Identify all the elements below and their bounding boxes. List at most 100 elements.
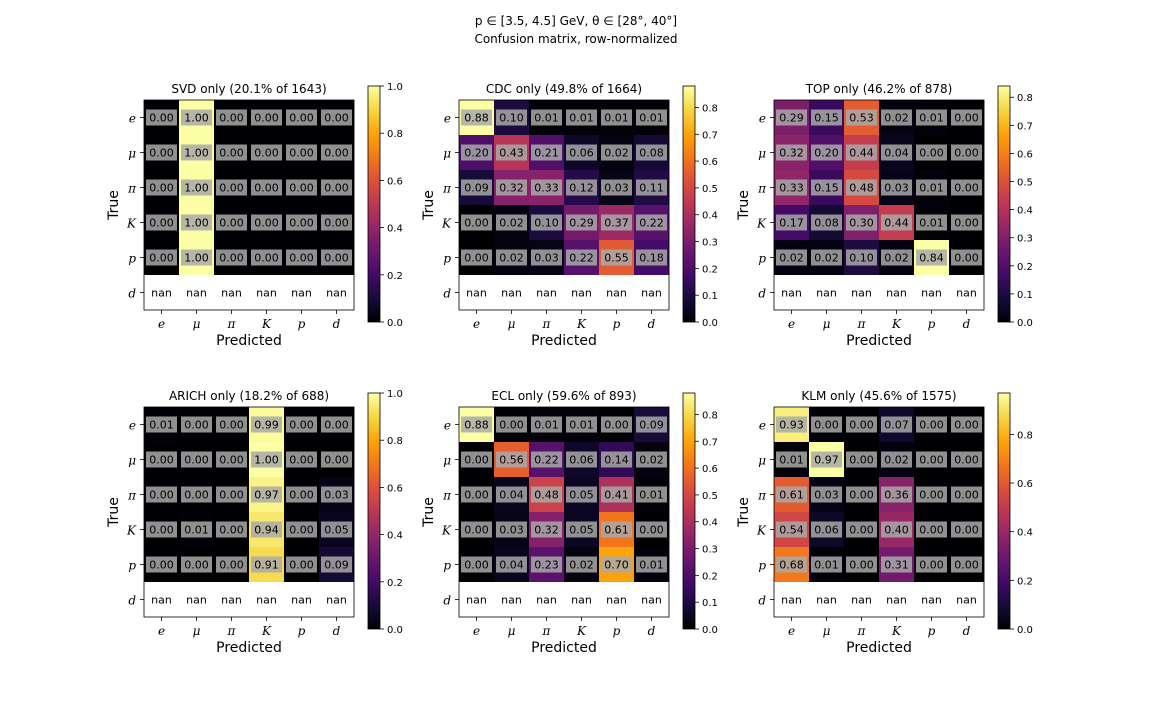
cell-nan-label: nan [221,594,242,607]
cell-value-label: 0.03 [814,489,839,502]
cell-value-label: 0.00 [954,489,979,502]
cell-label-box [846,214,877,231]
y-tick-label: μ [758,147,766,161]
heatmap-cell [284,582,320,618]
colorbar-tick-label: 0.1 [702,598,718,609]
cell-value-label: 0.03 [499,524,524,537]
heatmap-frame [773,406,985,618]
cell-value-label: 0.00 [289,147,314,160]
cell-value-label: 0.43 [499,147,524,160]
cell-label-box [321,416,352,433]
cell-label-box [531,556,562,573]
cell-value-label: 1.00 [254,454,279,467]
heatmap-cell [774,275,810,311]
cell-label-box [286,249,317,266]
cell-value-label: 0.00 [149,147,174,160]
y-tick-label: e [129,112,136,126]
cell-label-box [636,556,667,573]
cell-value-label: 0.56 [499,454,524,467]
cell-label-box [286,109,317,126]
heatmap-cell [319,582,355,618]
cell-label-box [776,486,807,503]
cell-label-box [776,416,807,433]
cell-label-box [601,249,632,266]
cell-nan-label: nan [781,287,802,300]
heatmap-cell [459,582,495,618]
cell-label-box [181,179,212,196]
cell-nan-label: nan [291,287,312,300]
cell-label-box [251,556,282,573]
colorbar-tick-label: 0.3 [1017,234,1033,245]
cell-value-label: 1.00 [184,112,209,125]
cell-value-label: 0.01 [919,112,944,125]
cell-label-box [496,416,527,433]
x-tick-label: d [333,624,341,638]
cell-value-label: 0.02 [499,217,524,230]
cell-label-box [496,486,527,503]
cell-label-box [286,521,317,538]
cell-value-label: 0.08 [814,217,839,230]
x-tick-label: d [963,624,971,638]
colorbar [682,392,696,630]
cell-label-box [216,144,247,161]
cell-value-label: 0.00 [954,559,979,572]
cell-value-label: 0.00 [919,489,944,502]
cell-nan-label: nan [781,594,802,607]
cell-value-label: 0.84 [919,252,944,265]
cell-value-label: 0.00 [254,147,279,160]
cell-value-label: 0.00 [814,419,839,432]
cell-nan-label: nan [886,287,907,300]
cell-label-box [251,109,282,126]
panel-title: ECL only (59.6% of 893) [491,389,636,403]
cell-value-label: 0.04 [499,559,524,572]
cell-label-box [461,179,492,196]
cell-label-box [916,486,947,503]
cell-label-box [951,486,982,503]
cell-nan-label: nan [641,594,662,607]
x-tick-label: d [333,317,341,331]
cell-nan-label: nan [291,594,312,607]
cell-value-label: 0.02 [569,559,594,572]
cell-value-label: 0.00 [219,147,244,160]
cell-value-label: 0.02 [604,147,629,160]
cell-label-box [951,249,982,266]
cell-value-label: 0.00 [954,252,979,265]
x-tick-label: d [963,317,971,331]
cell-label-box [181,144,212,161]
cell-value-label: 0.02 [639,454,664,467]
cell-nan-label: nan [186,594,207,607]
x-tick-label: e [473,317,480,331]
cell-value-label: 0.06 [814,524,839,537]
cell-label-box [286,416,317,433]
cell-value-label: 0.00 [149,454,174,467]
cell-label-box [566,109,597,126]
cell-label-box [951,416,982,433]
cell-value-label: 0.41 [604,489,629,502]
y-axis-label: True [421,497,437,528]
cell-value-label: 0.00 [149,217,174,230]
colorbar-tick-label: 0.4 [1017,528,1033,539]
cell-label-box [321,179,352,196]
cell-value-label: 0.00 [289,559,314,572]
heatmap-cell [809,275,845,311]
x-tick-label: K [891,317,902,331]
cell-label-box [916,214,947,231]
heatmap-frame [773,99,985,311]
cell-label-box [496,521,527,538]
heatmap-cell [599,582,635,618]
cell-label-box [286,486,317,503]
y-tick-label: μ [128,454,136,468]
cell-value-label: 0.00 [639,524,664,537]
y-axis-label: True [736,190,752,221]
cell-value-label: 0.01 [534,419,559,432]
cell-value-label: 0.97 [254,489,279,502]
cell-nan-label: nan [956,594,977,607]
colorbar-tick-label: 0.5 [702,491,718,502]
colorbar-tick-label: 0.4 [387,224,403,235]
cell-value-label: 0.01 [779,454,804,467]
colorbar-tick-label: 0.7 [1017,121,1033,132]
heatmap-cell [494,582,530,618]
cell-nan-label: nan [466,594,487,607]
colorbar-tick-label: 0.6 [387,176,403,187]
cell-label-box [951,214,982,231]
